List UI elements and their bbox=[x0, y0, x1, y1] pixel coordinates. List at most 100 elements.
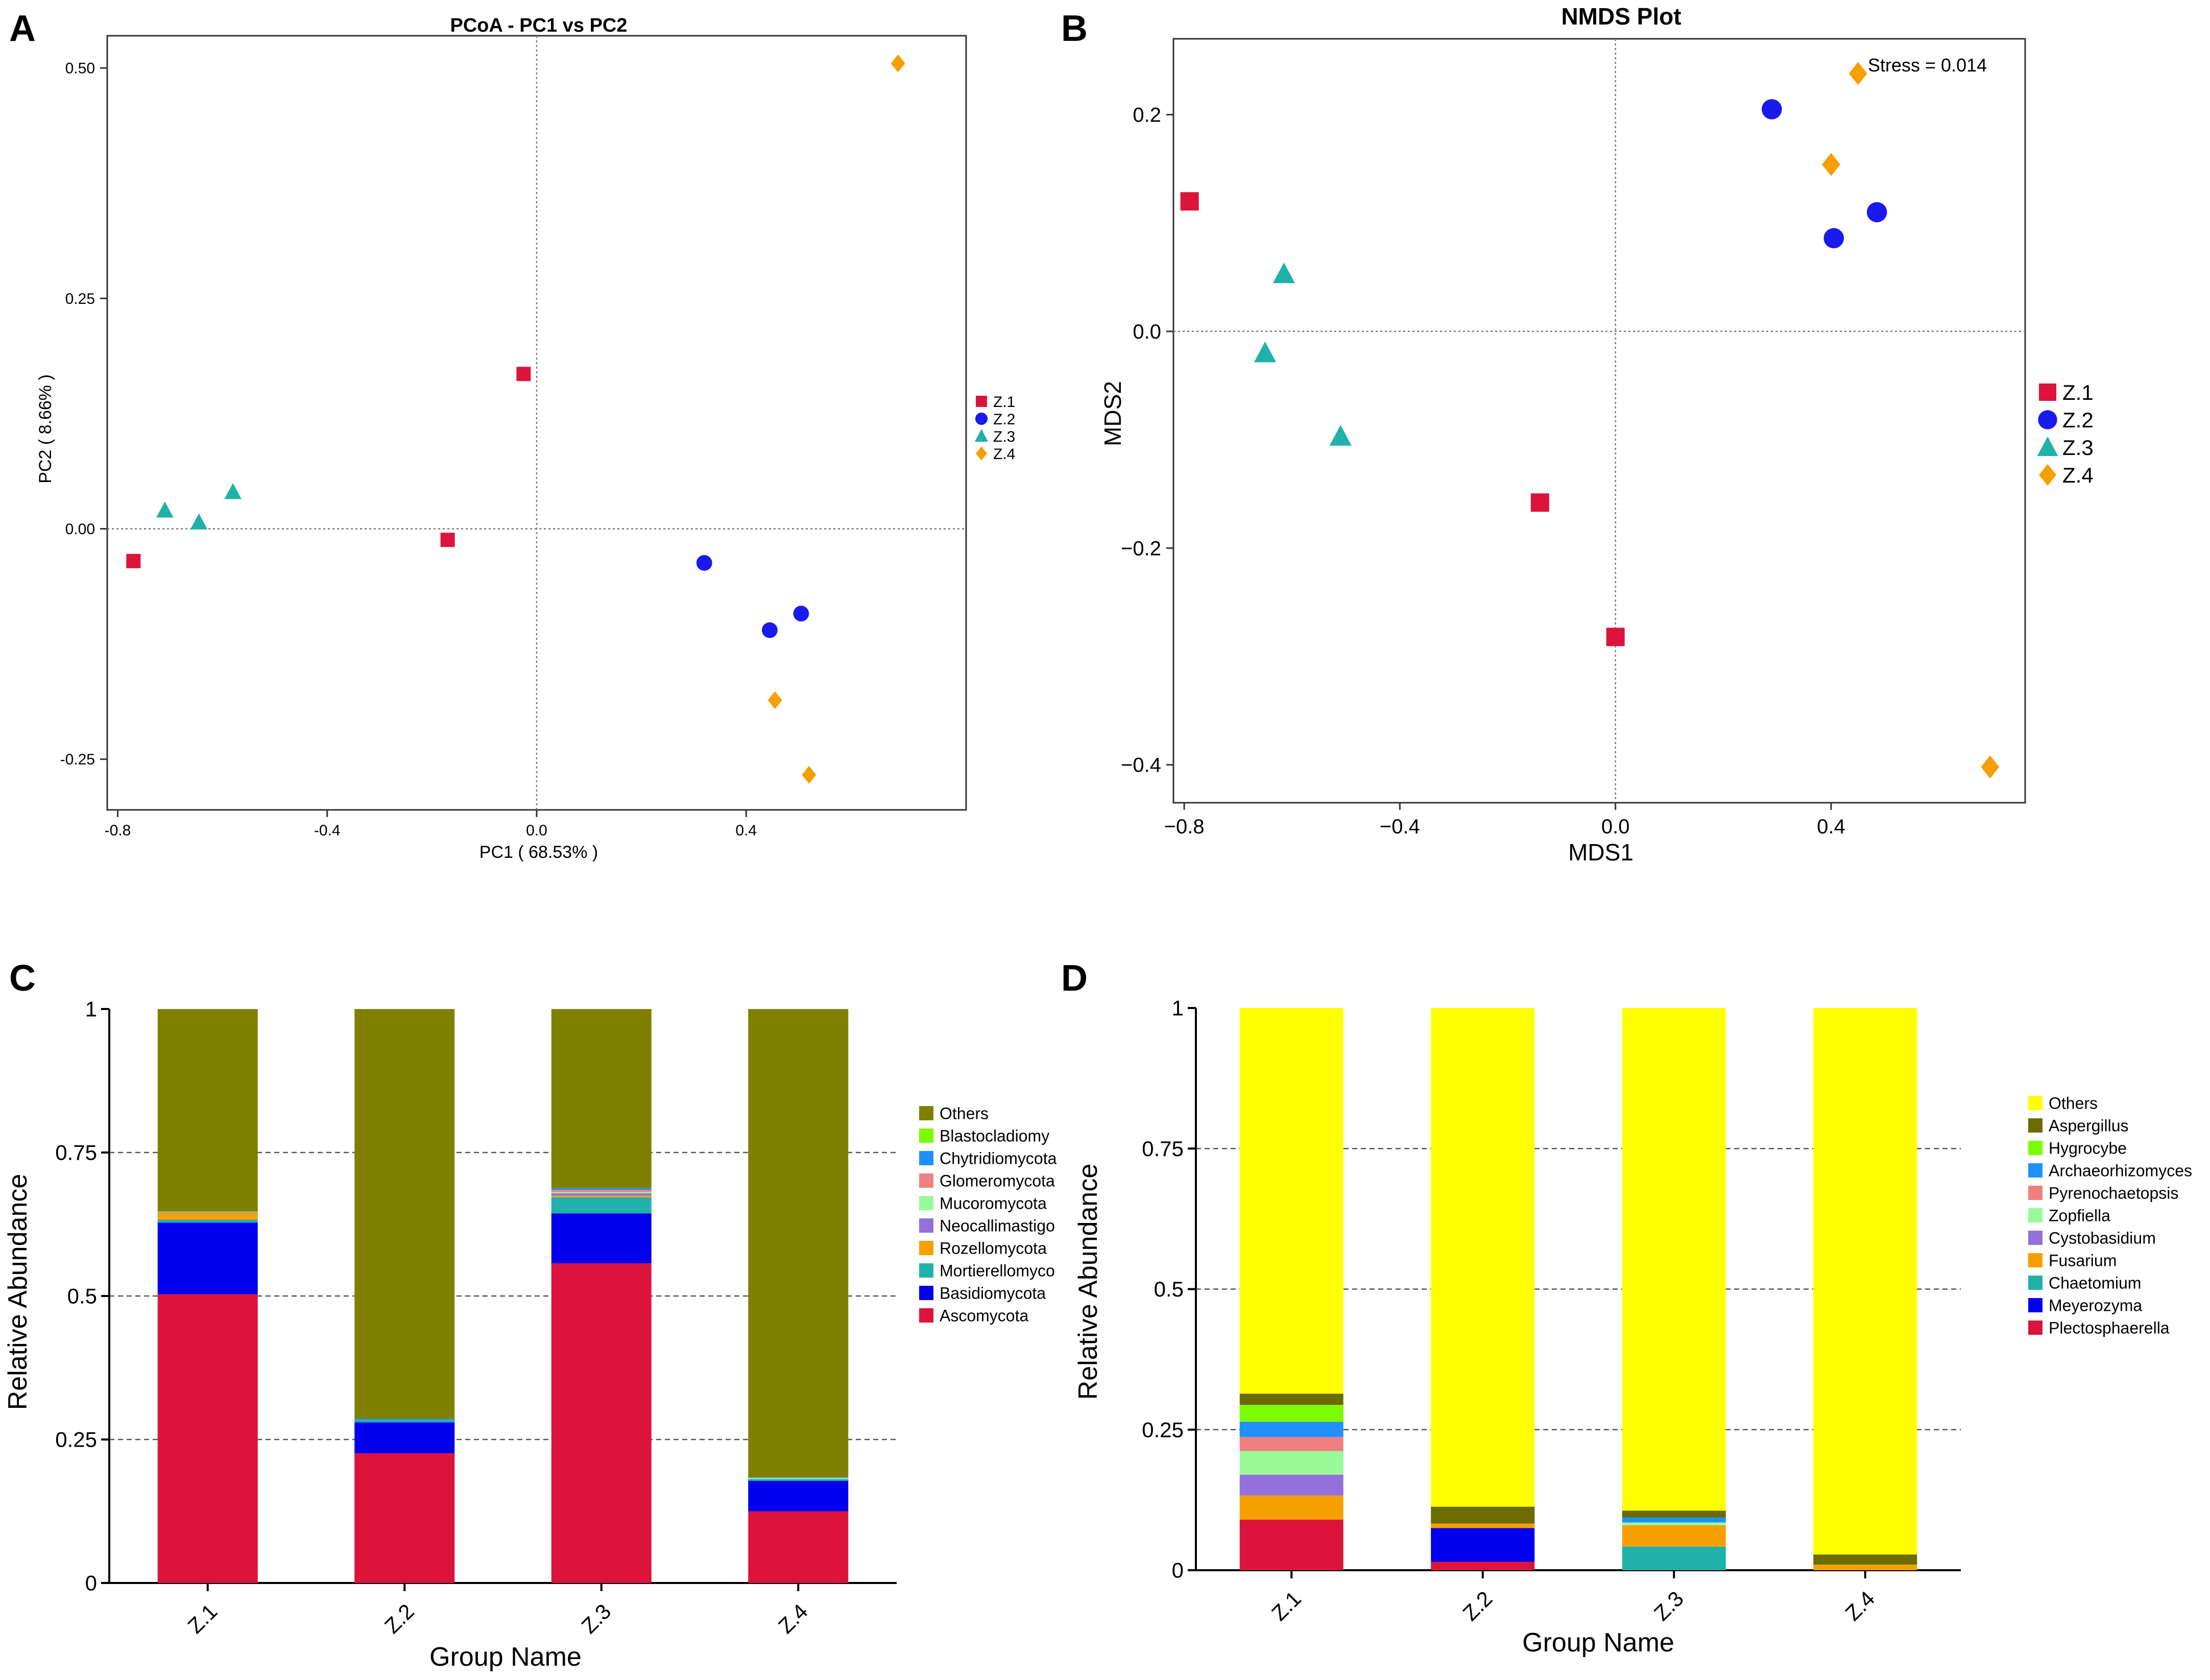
legend-label: Mucoromycota bbox=[940, 1194, 1047, 1213]
bar-segment bbox=[1431, 1528, 1535, 1562]
bar-segment bbox=[551, 1195, 652, 1197]
bar-segment bbox=[354, 1419, 455, 1420]
legend-swatch bbox=[2028, 1186, 2043, 1200]
x-tick-label: 0.0 bbox=[1601, 815, 1630, 838]
legend-label: Mortierellomyco bbox=[940, 1262, 1055, 1280]
legend-label: Pyrenochaetopsis bbox=[2049, 1184, 2178, 1203]
legend-marker bbox=[976, 396, 987, 407]
plot-area: −0.8 −0.4 0.0 0.4 −0.4 −0.2 0.0 0.2 Z.1 Z.2 Z.3 Z.4 bbox=[1121, 38, 2094, 838]
bar-segment bbox=[1813, 1554, 1917, 1565]
y-tick-label: 0.5 bbox=[1154, 1277, 1184, 1301]
legend-swatch bbox=[919, 1308, 933, 1323]
legend-swatch bbox=[919, 1173, 933, 1188]
legend-swatch bbox=[919, 1286, 933, 1300]
bar-segment bbox=[157, 1222, 258, 1294]
bar-segment bbox=[157, 1294, 258, 1583]
y-tick-label: 0.75 bbox=[1142, 1137, 1184, 1161]
legend-label: Z.4 bbox=[993, 446, 1015, 463]
panel-d-genus-bars: D Group Name Relative Abundance 0 0.25 0.5… bbox=[1061, 958, 2192, 1658]
bar-segment bbox=[551, 1197, 652, 1214]
legend-label: Aspergillus bbox=[2049, 1117, 2129, 1135]
data-point bbox=[793, 606, 809, 621]
bar-segment bbox=[551, 1009, 652, 1188]
data-point bbox=[761, 622, 778, 638]
x-tick-label: 0.4 bbox=[735, 822, 757, 839]
legend-swatch bbox=[919, 1151, 933, 1165]
bar-segment bbox=[551, 1188, 652, 1190]
legend-marker bbox=[2038, 410, 2057, 429]
data-point bbox=[1848, 62, 1867, 85]
legend-swatch bbox=[2028, 1163, 2043, 1178]
bar-segment bbox=[1239, 1405, 1343, 1422]
legend-swatch bbox=[919, 1129, 933, 1143]
y-tick-label: 0.25 bbox=[55, 1428, 97, 1452]
data-point bbox=[1180, 192, 1199, 211]
x-tick-label: Z.4 bbox=[1840, 1587, 1879, 1625]
bar-segment bbox=[551, 1192, 652, 1193]
data-point bbox=[1823, 228, 1844, 249]
panel-letter-d: D bbox=[1061, 958, 1088, 999]
bar-segment bbox=[1813, 1564, 1917, 1570]
legend-swatch bbox=[919, 1241, 933, 1255]
y-tick-label: −0.2 bbox=[1121, 537, 1161, 560]
bar-segment bbox=[551, 1190, 652, 1192]
y-axis-label: Relative Abundance bbox=[3, 1174, 33, 1410]
legend-swatch bbox=[919, 1263, 933, 1278]
y-tick-label: 0.25 bbox=[65, 291, 95, 307]
y-tick-label: 0 bbox=[85, 1571, 97, 1595]
panel-b-nmds: B NMDS Plot MDS1 MDS2 Stress = 0.014 −0.… bbox=[1061, 3, 2094, 866]
bar-segment bbox=[1622, 1510, 1726, 1518]
legend-marker bbox=[2037, 436, 2058, 456]
bar-segment bbox=[1431, 1008, 1535, 1507]
bar-segment bbox=[748, 1477, 849, 1478]
y-tick-label: -0.25 bbox=[60, 751, 95, 768]
bar-segment bbox=[1239, 1437, 1343, 1451]
bar-segment bbox=[354, 1422, 455, 1453]
legend-swatch bbox=[2028, 1253, 2043, 1267]
x-tick-label: 0.0 bbox=[526, 822, 547, 839]
x-tick-label: -0.4 bbox=[314, 822, 341, 839]
data-point bbox=[767, 691, 782, 709]
data-point bbox=[1821, 153, 1840, 176]
x-tick-label: Z.3 bbox=[576, 1599, 615, 1638]
legend-label: Glomeromycota bbox=[940, 1172, 1055, 1190]
y-tick-label: 0.25 bbox=[1142, 1418, 1184, 1442]
legend-label: Z.2 bbox=[2062, 408, 2094, 432]
x-axis-label: MDS1 bbox=[1568, 839, 1634, 866]
plot-frame bbox=[1172, 38, 2026, 804]
y-tick-label: 1 bbox=[85, 997, 97, 1021]
bar-segment bbox=[1431, 1523, 1535, 1528]
bar-segment bbox=[354, 1453, 455, 1583]
bar-segment bbox=[1622, 1525, 1726, 1547]
bar-segment bbox=[157, 1219, 258, 1223]
legend-label: Z.4 bbox=[2062, 463, 2094, 487]
bar-segment bbox=[748, 1479, 849, 1481]
stress-annotation: Stress = 0.014 bbox=[1868, 55, 1987, 76]
legend-label: Ascomycota bbox=[940, 1307, 1028, 1325]
y-tick-label: 0.2 bbox=[1133, 104, 1161, 127]
bar-segment bbox=[1622, 1008, 1726, 1511]
bar-segment bbox=[1622, 1546, 1726, 1570]
x-axis-label: Group Name bbox=[429, 1642, 582, 1672]
data-point bbox=[802, 765, 816, 784]
legend-marker bbox=[976, 446, 987, 461]
data-point bbox=[1866, 202, 1887, 223]
legend-swatch bbox=[2028, 1321, 2043, 1335]
x-tick-label: Z.2 bbox=[1458, 1587, 1497, 1625]
bar-segment bbox=[748, 1511, 849, 1583]
legend-label: Blastocladiomy bbox=[940, 1127, 1049, 1145]
bar-segment bbox=[157, 1213, 258, 1220]
legend-label: Rozellomycota bbox=[940, 1239, 1047, 1258]
bar-segment bbox=[1239, 1451, 1343, 1475]
data-point bbox=[190, 513, 208, 530]
x-tick-label: Z.2 bbox=[380, 1599, 419, 1638]
legend-marker bbox=[975, 412, 988, 425]
legend-label: Neocallimastigo bbox=[940, 1217, 1055, 1235]
data-point bbox=[1606, 628, 1625, 646]
data-point bbox=[1329, 425, 1352, 446]
panel-c-phylum-bars: C Group Name Relative Abundance 0 0.25 0.5… bbox=[3, 958, 1057, 1672]
y-tick-label: 0.75 bbox=[55, 1141, 97, 1165]
plot-area: 0 0.25 0.5 0.75 1 Z.1 Z.2 Z.3 Z.4 Others Blastocla… bbox=[55, 997, 1056, 1638]
y-axis-label: PC2 ( 8.66% ) bbox=[36, 374, 55, 484]
